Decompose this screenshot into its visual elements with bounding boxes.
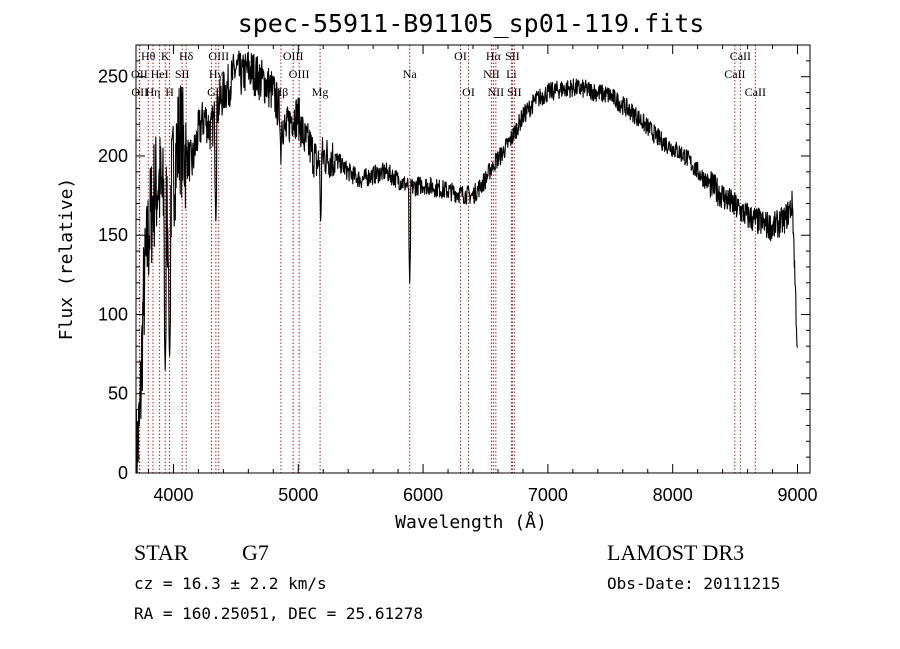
spectral-line-label: Li (506, 67, 517, 81)
spectrum-line (135, 50, 798, 474)
observation-date: Obs-Date: 20111215 (607, 574, 780, 593)
spectral-line-label: CaII (745, 85, 766, 99)
x-axis-label: Wavelength (Å) (395, 511, 547, 533)
spectral-line-label: OI (454, 49, 467, 63)
spectral-line-label: CaII (724, 67, 745, 81)
spectral-line-label: G (207, 85, 216, 99)
x-tick-label: 9000 (777, 485, 817, 505)
y-tick-label: 150 (98, 225, 128, 245)
spectral-line-label: H (165, 85, 174, 99)
spectral-line-label: K (161, 49, 170, 63)
spectral-line-label: NII (488, 85, 505, 99)
spectral-line-label: OII (131, 67, 148, 81)
y-tick-label: 50 (108, 384, 128, 404)
spectral-line-label: Hη (145, 85, 160, 99)
y-tick-label: 100 (98, 304, 128, 324)
spectral-line-label: Hδ (179, 49, 194, 63)
spectral-line-label: Mg (312, 85, 329, 99)
object-subclass: G7 (242, 540, 269, 565)
spectral-line-label: OI (462, 85, 475, 99)
spectral-line-markers (138, 45, 756, 473)
spectral-line-label: CaII (730, 49, 751, 63)
spectral-line-label: NII (483, 67, 500, 81)
x-tick-label: 5000 (278, 485, 318, 505)
chart-title: spec-55911-B91105_sp01-119.fits (238, 9, 705, 38)
x-tick-label: 4000 (153, 485, 193, 505)
spectral-line-label: OIII (283, 49, 304, 63)
spectral-line-label: OIII (289, 67, 310, 81)
spectral-line-label: HeI (151, 67, 169, 81)
y-tick-label: 0 (118, 463, 128, 483)
y-tick-label: 250 (98, 67, 128, 87)
redshift-cz: cz = 16.3 ± 2.2 km/s (134, 574, 327, 593)
spectral-line-label: SII (507, 85, 522, 99)
y-tick-label: 200 (98, 146, 128, 166)
spectral-line-label: Hγ (209, 67, 224, 81)
object-class: STAR (134, 540, 189, 565)
x-tick-label: 8000 (653, 485, 693, 505)
survey-name: LAMOST DR3 (607, 540, 744, 565)
y-axis-ticks: 0 50 100 150 200 250 (98, 60, 810, 483)
spectral-line-label: Na (403, 67, 418, 81)
spectral-line-label: SII (505, 49, 520, 63)
ra-dec: RA = 160.25051, DEC = 25.61278 (134, 604, 423, 623)
y-axis-label: Flux (relative) (56, 178, 77, 341)
x-axis-ticks: 4000 5000 6000 7000 8000 9000 (147, 45, 818, 505)
spectral-line-label: Hθ (141, 49, 156, 63)
spectral-line-label: SII (175, 67, 190, 81)
spectrum-series (135, 50, 798, 474)
spectral-line-label: OIII (208, 49, 229, 63)
x-tick-label: 7000 (528, 485, 568, 505)
plot-frame (135, 44, 811, 474)
spectral-line-label: Hα (486, 49, 502, 63)
x-tick-label: 6000 (403, 485, 443, 505)
